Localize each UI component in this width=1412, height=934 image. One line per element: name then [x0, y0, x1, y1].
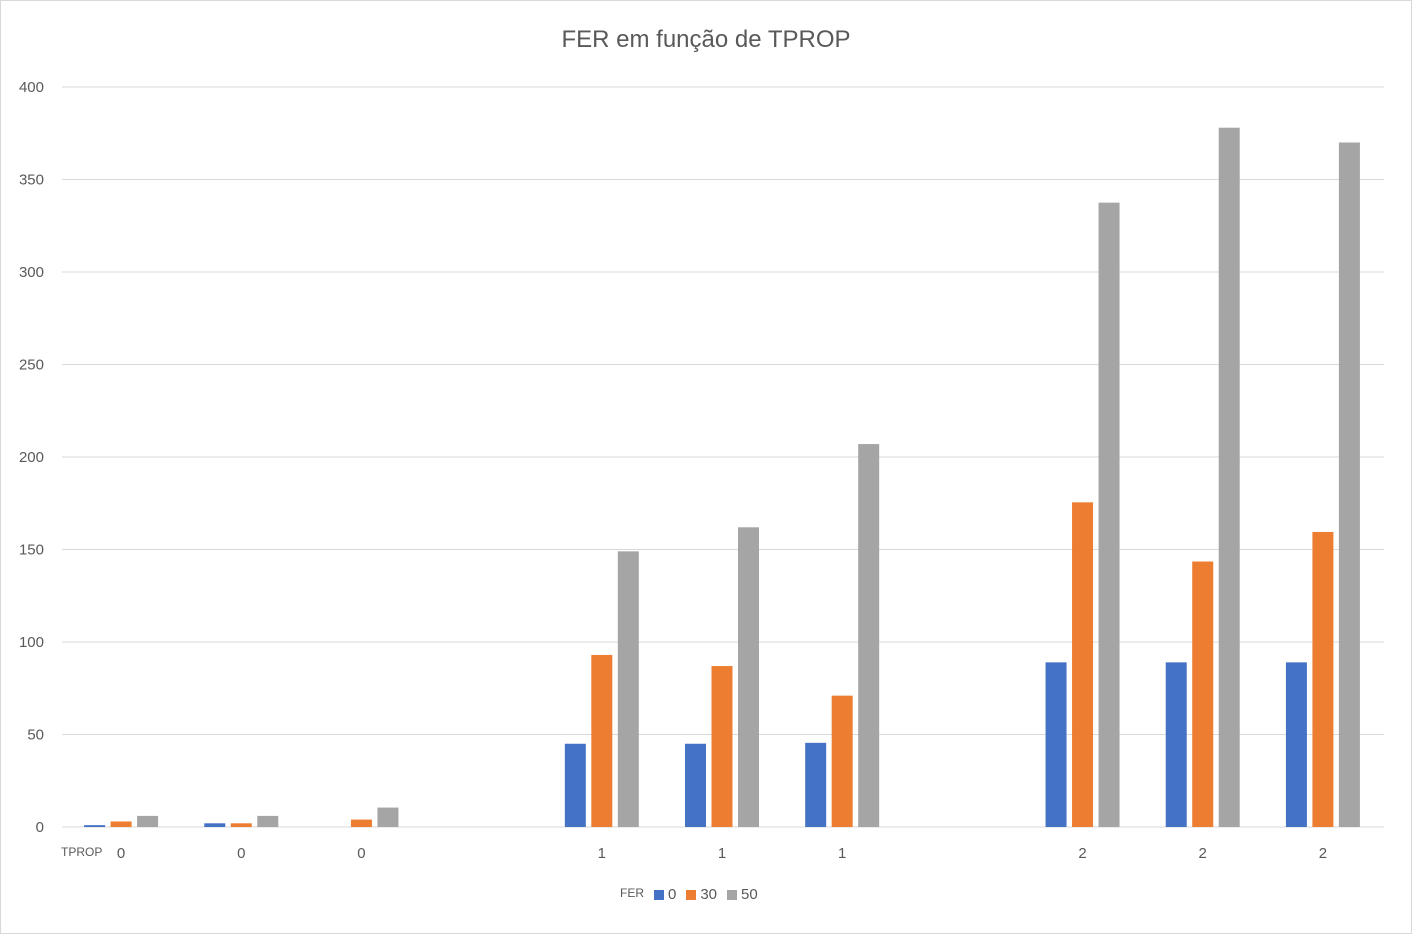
x-tick-label: 2: [1319, 845, 1327, 862]
legend-item-30: 30: [686, 886, 717, 903]
y-tick-label: 350: [19, 172, 44, 189]
x-tick-label: 1: [838, 845, 846, 862]
x-tick-label: 2: [1199, 845, 1207, 862]
legend-item-50: 50: [727, 886, 758, 903]
bar-fer-50: [738, 527, 759, 827]
y-tick-label: 100: [19, 634, 44, 651]
bar-fer-30: [591, 654, 613, 827]
bar-fer-30: [1192, 561, 1214, 827]
gridlines: [62, 86, 1384, 828]
bar-fer-30: [1312, 531, 1334, 827]
bar-fer-50: [137, 815, 159, 827]
bar-fer-50: [1098, 202, 1120, 827]
bar-fer-0: [204, 823, 226, 827]
bar-fer-30: [831, 695, 853, 827]
y-axis: 0 50 100 150 200 250 300 350 400: [19, 79, 44, 836]
bar-fer-50: [257, 815, 279, 827]
bar-fer-0: [805, 742, 827, 827]
bar-fer-0: [564, 743, 586, 827]
bar-fer-0: [1045, 662, 1067, 827]
legend-label-0: 0: [668, 886, 677, 903]
y-tick-label: 0: [36, 819, 44, 836]
x-tick-label: 0: [357, 845, 365, 862]
legend-label-30: 30: [700, 886, 718, 903]
bar-fer-0: [1285, 662, 1307, 827]
y-tick-label: 250: [19, 357, 44, 374]
x-tick-label: 1: [598, 845, 606, 862]
bar-fer-0: [84, 825, 106, 827]
bars: [84, 127, 1360, 827]
bar-fer-50: [377, 807, 399, 827]
bar-fer-50: [858, 444, 880, 827]
legend-swatch-50: [727, 889, 738, 900]
bar-fer-0: [1165, 662, 1187, 827]
bar-fer-50: [1218, 127, 1240, 827]
y-tick-label: 50: [27, 727, 44, 744]
bar-fer-30: [350, 819, 372, 827]
legend-label-50: 50: [741, 886, 758, 903]
bar-fer-30: [110, 821, 132, 827]
x-tick-label: 2: [1078, 845, 1086, 862]
legend-title: FER: [620, 885, 644, 900]
y-tick-label: 200: [19, 449, 44, 466]
bar-fer-30: [230, 823, 252, 827]
x-tick-label: 0: [117, 845, 125, 862]
chart-title: FER em função de TPROP: [561, 26, 851, 53]
legend-swatch-0: [654, 889, 664, 900]
legend: FER 0 30 50: [620, 885, 768, 904]
bar-fer-0: [685, 743, 706, 827]
legend-swatch-30: [686, 889, 697, 900]
bar-fer-30: [711, 666, 733, 827]
x-tick-label: 0: [237, 845, 245, 862]
x-axis: TPROP 0 0 0 1 1 1 2 2 2: [61, 845, 1327, 862]
bar-fer-50: [1338, 142, 1360, 827]
y-tick-label: 150: [19, 542, 44, 559]
y-tick-label: 300: [19, 264, 44, 281]
legend-item-0: 0: [654, 886, 676, 903]
x-tick-label: 1: [718, 845, 726, 862]
bar-fer-50: [617, 551, 639, 827]
x-axis-title: TPROP: [61, 845, 102, 859]
y-tick-label: 400: [19, 79, 44, 96]
bar-fer-30: [1072, 502, 1094, 827]
